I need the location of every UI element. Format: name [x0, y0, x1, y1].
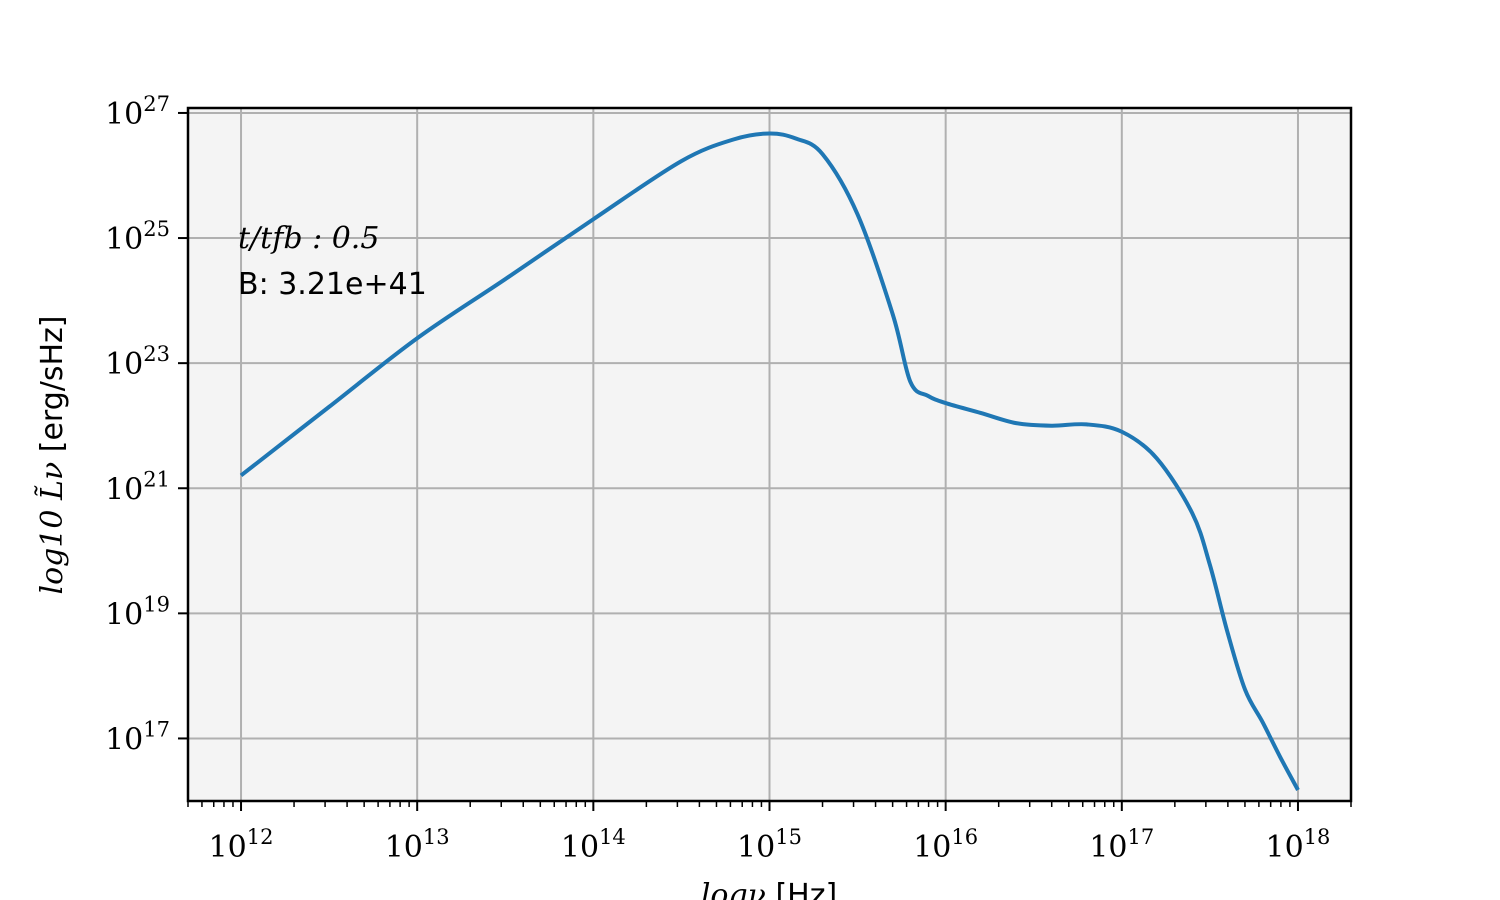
x-tick-label: 1013 [385, 825, 450, 865]
x-tick-exp: 13 [423, 825, 450, 849]
x-tick-base: 10 [561, 830, 599, 865]
x-tick-label: 1014 [561, 825, 626, 865]
y-tick-exp: 25 [143, 217, 170, 241]
x-tick-label: 1017 [1089, 825, 1154, 865]
annotation-b: B: 3.21e+41 [238, 267, 427, 302]
annotation-time: t/tfb : 0.5 [238, 221, 379, 256]
y-tick-exp: 17 [143, 717, 170, 741]
y-tick-exp: 23 [143, 342, 170, 366]
y-tick-base: 10 [105, 722, 143, 757]
x-tick-base: 10 [1266, 830, 1304, 865]
x-tick-exp: 12 [247, 825, 274, 849]
ticks [178, 111, 1352, 811]
y-tick-label: 1027 [105, 92, 170, 132]
x-tick-base: 10 [385, 830, 423, 865]
y-tick-base: 10 [105, 472, 143, 507]
y-tick-exp: 19 [143, 592, 170, 616]
x-tick-label: 1018 [1266, 825, 1331, 865]
y-tick-base: 10 [105, 347, 143, 382]
y-tick-exp: 27 [143, 92, 170, 116]
x-axis-label-math: logν [701, 878, 766, 900]
y-tick-base: 10 [105, 97, 143, 132]
x-tick-exp: 18 [1304, 825, 1331, 849]
y-tick-label: 1017 [105, 717, 170, 757]
x-tick-label: 1012 [209, 825, 274, 865]
x-tick-base: 10 [1089, 830, 1127, 865]
x-tick-exp: 17 [1128, 825, 1155, 849]
tick-labels: 1012 1013 1014 1015 1016 1017 1018101710191021… [105, 92, 1330, 865]
grid [188, 108, 1351, 801]
y-tick-exp: 21 [143, 467, 170, 491]
y-axis-label-unit: [erg/sHz] [35, 315, 70, 461]
x-tick-exp: 15 [775, 825, 802, 849]
x-tick-label: 1015 [737, 825, 802, 865]
x-tick-base: 10 [913, 830, 951, 865]
y-tick-base: 10 [105, 222, 143, 257]
y-tick-label: 1025 [105, 217, 170, 257]
y-tick-label: 1023 [105, 342, 170, 382]
y-tick-label: 1019 [105, 592, 170, 632]
y-axis-label: log10 L̃ν [erg/sHz] [35, 315, 70, 594]
x-tick-label: 1016 [913, 825, 978, 865]
x-tick-base: 10 [209, 830, 247, 865]
x-tick-base: 10 [737, 830, 775, 865]
annotation-time-text: t/tfb : 0.5 [238, 221, 379, 256]
x-tick-exp: 14 [599, 825, 626, 849]
x-axis-label-unit: [Hz] [766, 878, 837, 900]
y-tick-label: 1021 [105, 467, 170, 507]
series-line [239, 131, 1300, 791]
y-tick-base: 10 [105, 597, 143, 632]
y-axis-label-math: log10 L̃ν [35, 462, 70, 595]
x-axis-label: logν [Hz] [701, 878, 837, 900]
series-layer [239, 131, 1300, 791]
x-tick-exp: 16 [951, 825, 978, 849]
